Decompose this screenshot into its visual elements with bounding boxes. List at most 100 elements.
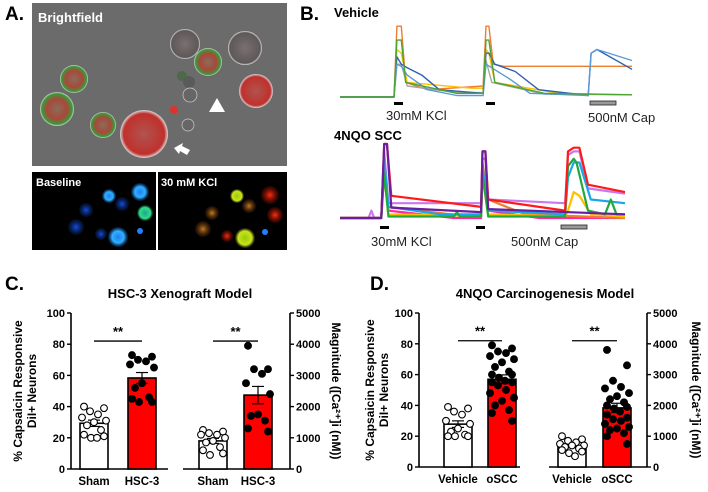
scc-traces bbox=[340, 142, 626, 220]
data-point bbox=[202, 438, 210, 447]
data-point bbox=[134, 355, 142, 364]
y-tick-label: 100 bbox=[395, 308, 413, 320]
brightfield-label: Brightfield bbox=[38, 10, 103, 25]
data-point bbox=[206, 451, 214, 459]
significance-label: ** bbox=[113, 324, 124, 339]
data-point bbox=[601, 419, 609, 428]
y-tick-label: 40 bbox=[53, 402, 65, 414]
trace-line bbox=[340, 48, 633, 98]
data-point bbox=[244, 341, 252, 350]
data-point bbox=[565, 449, 573, 458]
data-point bbox=[508, 344, 516, 353]
data-point bbox=[128, 394, 136, 403]
data-point bbox=[620, 429, 628, 438]
data-point bbox=[505, 406, 513, 414]
significance-label: ** bbox=[589, 324, 600, 339]
kcl-label: 30 mM KCl bbox=[161, 177, 217, 189]
data-point bbox=[623, 361, 631, 370]
data-point bbox=[100, 404, 108, 413]
data-point bbox=[498, 396, 506, 405]
data-point bbox=[613, 424, 621, 433]
data-point bbox=[213, 430, 221, 439]
data-point bbox=[102, 416, 110, 425]
y-tick-label: 0 bbox=[59, 464, 65, 476]
panel-label-d: D. bbox=[370, 274, 389, 295]
data-point bbox=[508, 378, 516, 387]
data-point bbox=[450, 407, 458, 416]
arrow-marker-icon bbox=[174, 143, 190, 155]
data-point bbox=[199, 446, 207, 455]
data-point bbox=[494, 381, 502, 390]
data-point bbox=[126, 360, 134, 369]
data-point bbox=[488, 378, 496, 387]
x-tick-label: Vehicle bbox=[552, 474, 592, 486]
arrowhead-marker-icon bbox=[209, 98, 225, 112]
data-point bbox=[90, 418, 98, 427]
cap-bar bbox=[560, 224, 588, 230]
kcl-label: 30mM KCl bbox=[386, 108, 447, 123]
data-point bbox=[94, 410, 102, 419]
data-point bbox=[610, 404, 618, 413]
y-tick-label: 0 bbox=[296, 464, 302, 476]
y-tick-label: 0 bbox=[653, 462, 659, 474]
data-point bbox=[197, 430, 205, 439]
y-tick-label: 1000 bbox=[296, 433, 320, 445]
data-point bbox=[264, 365, 272, 374]
y-tick-label: 0 bbox=[407, 462, 413, 474]
data-point bbox=[131, 383, 139, 392]
brightfield-image: Brightfield bbox=[32, 3, 287, 166]
y-axis-label-right: Magnitude ([Ca²⁺]i (nM)) bbox=[689, 322, 703, 459]
data-point bbox=[466, 419, 474, 428]
data-point bbox=[495, 373, 503, 382]
data-point bbox=[128, 351, 136, 360]
data-point bbox=[508, 370, 516, 379]
y-tick-label: 4000 bbox=[296, 339, 320, 351]
data-point bbox=[138, 379, 146, 388]
data-point bbox=[86, 407, 94, 416]
data-point bbox=[571, 452, 579, 461]
data-point bbox=[148, 352, 156, 361]
data-point bbox=[454, 424, 462, 433]
chart-title: 4NQO Carcinogenesis Model bbox=[456, 286, 634, 301]
significance-label: ** bbox=[475, 324, 486, 339]
data-point bbox=[142, 357, 150, 366]
kcl-bar-2 bbox=[486, 102, 495, 105]
y-tick-label: 20 bbox=[53, 433, 65, 445]
data-point bbox=[451, 432, 459, 441]
data-point bbox=[617, 416, 625, 425]
data-point bbox=[216, 443, 224, 452]
y-tick-label: 3000 bbox=[653, 370, 677, 382]
data-point bbox=[442, 416, 450, 425]
significance-label: ** bbox=[230, 324, 241, 339]
y-tick-label: 2000 bbox=[653, 400, 677, 412]
data-point bbox=[486, 352, 494, 361]
data-point bbox=[247, 412, 255, 420]
data-point bbox=[488, 341, 496, 350]
data-point bbox=[258, 369, 266, 378]
x-tick-label: HSC-3 bbox=[125, 476, 160, 488]
y-tick-label: 80 bbox=[53, 339, 65, 351]
data-point bbox=[266, 390, 274, 399]
data-point bbox=[617, 382, 625, 391]
data-point bbox=[623, 402, 631, 411]
data-point bbox=[97, 426, 105, 434]
data-point bbox=[502, 349, 510, 357]
data-point bbox=[150, 363, 158, 372]
panel-label-c: C. bbox=[5, 274, 24, 295]
data-point bbox=[498, 358, 506, 367]
data-point bbox=[444, 402, 452, 411]
data-point bbox=[606, 426, 614, 434]
data-point bbox=[510, 393, 518, 402]
data-point bbox=[83, 421, 91, 430]
scc-title: 4NQO SCC bbox=[334, 128, 403, 143]
kcl-bar-1 bbox=[380, 226, 389, 229]
x-tick-label: Sham bbox=[78, 476, 109, 488]
data-point bbox=[510, 355, 518, 364]
y-tick-label: 40 bbox=[401, 400, 413, 412]
data-point bbox=[78, 413, 86, 422]
data-point bbox=[609, 415, 617, 424]
data-point bbox=[558, 432, 566, 441]
data-point bbox=[603, 410, 611, 419]
trace-line bbox=[340, 142, 626, 220]
baseline-label: Baseline bbox=[36, 177, 81, 189]
